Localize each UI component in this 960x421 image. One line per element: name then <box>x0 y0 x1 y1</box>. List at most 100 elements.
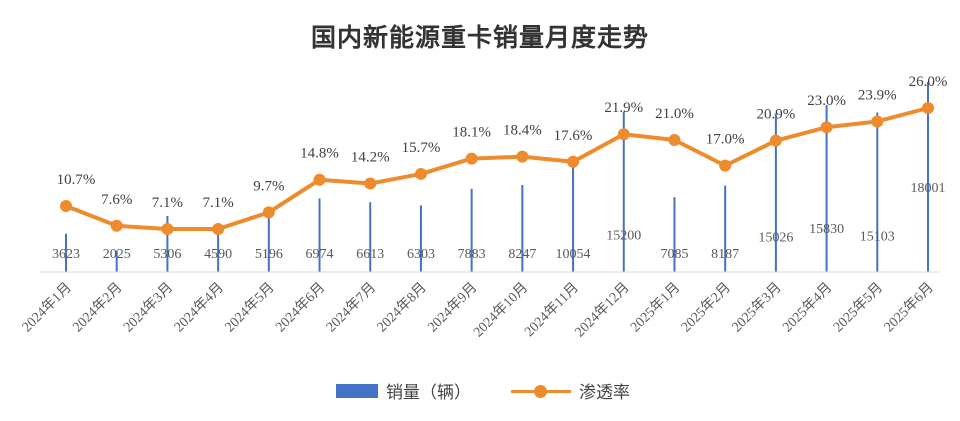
penetration-label-14: 20.9% <box>757 107 796 123</box>
bar-15 <box>825 104 828 272</box>
bar-value-label-6: 6613 <box>356 247 384 262</box>
penetration-label-12: 21.0% <box>655 106 694 122</box>
bar-0 <box>65 233 67 272</box>
penetration-line <box>65 106 929 231</box>
penetration-point-14 <box>769 134 782 147</box>
bar-11 <box>622 111 625 272</box>
legend-item-sales: 销量（辆） <box>336 378 471 403</box>
x-tick-label-2: 2024年3月 <box>120 280 176 336</box>
bar-6 <box>369 202 372 272</box>
legend-label-sales: 销量（辆） <box>386 383 471 403</box>
x-tick-label-3: 2024年4月 <box>171 280 227 336</box>
chart-legend: 销量（辆） 渗透率 <box>0 378 960 408</box>
chart-title: 国内新能源重卡销量月度走势 <box>310 23 649 52</box>
bar-value-label-2: 5306 <box>153 247 181 262</box>
legend-bar-swatch <box>336 383 378 398</box>
penetration-label-15: 23.0% <box>807 93 846 109</box>
bar-value-label-0: 3623 <box>52 247 80 262</box>
bar-value-label-1: 2025 <box>103 247 131 262</box>
legend-item-penetration: 渗透率 <box>511 378 630 403</box>
penetration-point-2 <box>161 223 174 235</box>
bar-value-label-13: 8187 <box>711 247 739 262</box>
x-tick-label-1: 2024年2月 <box>70 280 126 336</box>
penetration-point-8 <box>465 152 478 165</box>
penetration-point-5 <box>313 173 326 186</box>
bar-value-label-12: 7085 <box>660 247 688 262</box>
bar-8 <box>470 188 473 272</box>
x-tick-label-8: 2024年9月 <box>425 280 481 336</box>
x-tick-label-16: 2025年5月 <box>830 280 886 336</box>
penetration-point-15 <box>820 121 833 134</box>
penetration-label-9: 18.4% <box>503 123 542 139</box>
penetration-label-10: 17.6% <box>554 128 593 144</box>
bar-value-label-3: 4590 <box>204 247 232 262</box>
bar-17 <box>927 82 929 272</box>
bar-value-label-4: 5196 <box>255 247 283 262</box>
penetration-point-10 <box>567 155 580 168</box>
x-tick-label-4: 2024年5月 <box>222 280 278 336</box>
penetration-label-6: 14.2% <box>351 150 390 166</box>
penetration-label-13: 17.0% <box>706 132 745 148</box>
penetration-point-11 <box>617 128 630 141</box>
bar-value-label-5: 6974 <box>306 247 334 262</box>
x-tick-label-7: 2024年8月 <box>374 280 430 336</box>
bar-9 <box>521 184 524 272</box>
penetration-point-4 <box>262 206 275 219</box>
penetration-label-3: 7.1% <box>202 195 233 211</box>
penetration-point-13 <box>719 159 732 172</box>
penetration-label-5: 14.8% <box>300 146 339 162</box>
bar-13 <box>724 185 727 272</box>
x-tick-label-12: 2025年1月 <box>627 280 683 336</box>
penetration-point-9 <box>516 150 529 163</box>
x-tick-label-11: 2024年12月 <box>572 280 633 341</box>
penetration-point-3 <box>212 223 225 235</box>
x-tick-label-17: 2025年6月 <box>881 280 937 336</box>
penetration-label-8: 18.1% <box>452 125 491 141</box>
penetration-label-11: 21.9% <box>604 100 643 116</box>
bar-value-label-17: 18001 <box>911 181 946 196</box>
penetration-label-0: 10.7% <box>57 172 96 188</box>
penetration-label-17: 26.0% <box>909 74 948 90</box>
x-tick-label-0: 2024年1月 <box>19 280 75 336</box>
penetration-point-17 <box>922 102 934 114</box>
penetration-point-7 <box>414 167 427 180</box>
x-tick-label-13: 2025年2月 <box>678 280 734 336</box>
penetration-label-7: 15.7% <box>402 140 441 156</box>
penetration-label-2: 7.1% <box>152 195 183 211</box>
bar-14 <box>774 113 777 272</box>
bar-5 <box>318 198 321 272</box>
x-tick-label-5: 2024年6月 <box>272 280 328 336</box>
x-tick-label-15: 2025年4月 <box>780 280 836 336</box>
x-tick-label-9: 2024年10月 <box>470 280 531 341</box>
penetration-label-16: 23.9% <box>858 87 897 103</box>
bar-1 <box>115 250 118 272</box>
legend-label-penetration: 渗透率 <box>579 383 630 403</box>
bar-value-label-8: 7883 <box>458 247 486 262</box>
bar-value-label-7: 6303 <box>407 247 435 262</box>
bar-4 <box>267 217 270 272</box>
bar-value-label-10: 10054 <box>556 247 591 262</box>
penetration-point-0 <box>60 199 72 212</box>
bar-value-label-11: 15200 <box>606 229 641 244</box>
legend-line-swatch <box>511 384 571 398</box>
bar-16 <box>876 112 879 272</box>
penetration-point-1 <box>110 219 123 232</box>
x-tick-label-14: 2025年3月 <box>729 280 785 336</box>
penetration-point-12 <box>668 134 681 147</box>
bar-7 <box>419 205 422 272</box>
penetration-point-6 <box>364 177 377 190</box>
penetration-label-1: 7.6% <box>101 192 132 208</box>
bar-value-label-16: 15103 <box>860 230 895 245</box>
penetration-label-4: 9.7% <box>253 178 284 194</box>
bar-12 <box>673 197 676 272</box>
bar-10 <box>572 165 575 272</box>
bar-value-label-14: 15026 <box>758 230 793 245</box>
x-tick-label-6: 2024年7月 <box>323 280 379 336</box>
bar-value-label-15: 15830 <box>809 222 844 237</box>
bar-3 <box>217 223 220 272</box>
bar-value-label-9: 8247 <box>508 247 536 262</box>
penetration-point-16 <box>871 115 884 128</box>
bar-2 <box>166 215 169 272</box>
